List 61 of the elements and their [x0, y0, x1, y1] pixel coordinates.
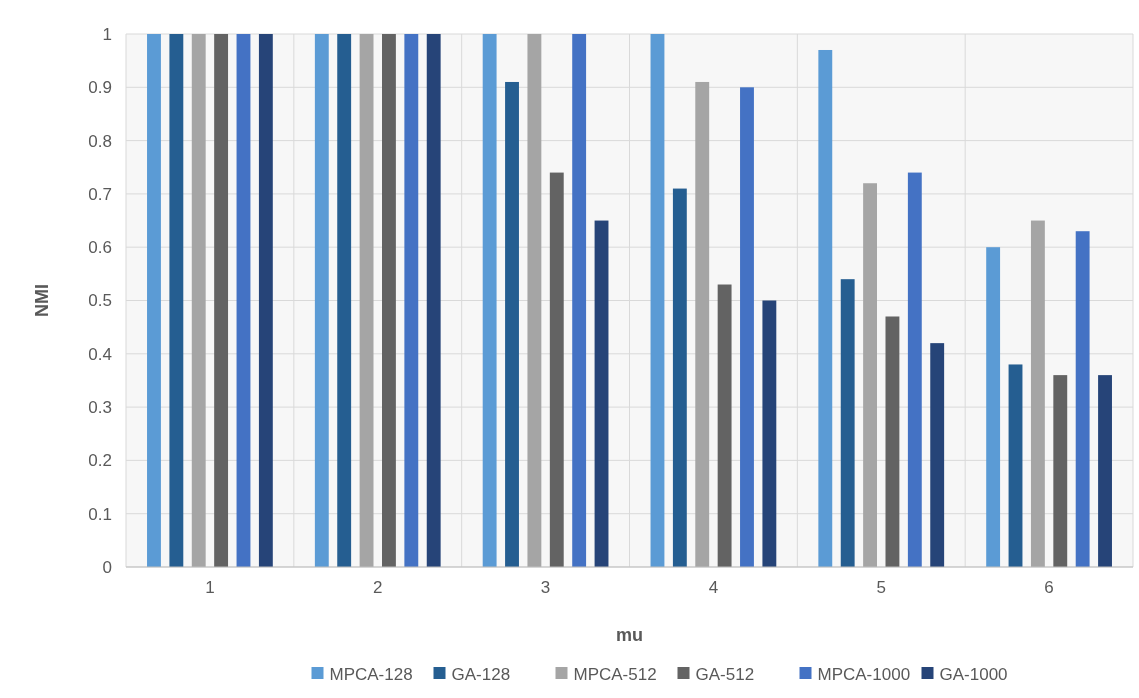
bar — [359, 34, 374, 567]
bar — [1075, 231, 1090, 567]
bar — [549, 172, 564, 567]
bar — [482, 34, 497, 567]
bar — [337, 34, 352, 567]
y-tick-label: 0.2 — [88, 451, 112, 471]
bar — [1008, 364, 1023, 567]
x-tick-label: 3 — [540, 578, 551, 597]
x-tick-label: 6 — [1044, 578, 1054, 597]
x-tick-label: 4 — [708, 578, 719, 597]
bar — [147, 34, 161, 567]
bar — [863, 183, 877, 567]
bar — [191, 34, 206, 567]
bar — [214, 34, 229, 567]
y-tick-label: 0 — [102, 557, 112, 577]
bar — [572, 34, 587, 567]
y-tick-label: 0.1 — [88, 504, 112, 524]
y-tick-label: 0.3 — [88, 398, 112, 418]
bar — [527, 34, 542, 567]
y-axis-title: NMI — [32, 284, 52, 317]
x-axis-title: mu — [616, 625, 643, 645]
bar — [885, 316, 900, 567]
bar — [236, 34, 251, 567]
bar — [505, 81, 519, 567]
bar — [986, 247, 1001, 567]
y-tick-label: 0.4 — [88, 344, 112, 364]
bar — [426, 34, 441, 567]
legend-label: GA-512 — [695, 664, 755, 684]
y-tick-label: 0.6 — [88, 238, 112, 258]
bar — [169, 34, 184, 567]
y-tick-label: 1 — [102, 24, 112, 44]
legend-label: MPCA-128 — [329, 664, 413, 684]
bar — [762, 300, 777, 567]
bar — [382, 34, 396, 567]
y-tick-label: 0.7 — [88, 184, 112, 204]
bar — [818, 49, 833, 567]
bar — [695, 81, 710, 567]
x-tick-label: 5 — [876, 578, 886, 597]
bar — [840, 279, 855, 567]
bar — [314, 34, 329, 567]
y-tick-label: 0.9 — [88, 78, 112, 98]
x-tick-label: 2 — [373, 578, 383, 597]
bar — [594, 220, 609, 567]
y-tick-label: 0.8 — [88, 131, 112, 151]
legend-label: MPCA-512 — [573, 664, 657, 684]
legend-label: GA-1000 — [939, 664, 1008, 684]
bar — [258, 34, 273, 567]
bar — [672, 188, 687, 567]
bar — [740, 87, 754, 567]
bar — [1030, 220, 1045, 567]
y-tick-label: 0.5 — [88, 291, 112, 311]
bar — [404, 34, 419, 567]
bar — [1098, 375, 1112, 567]
bar — [930, 343, 945, 567]
legend-label: GA-128 — [451, 664, 511, 684]
bar — [1053, 375, 1068, 567]
bar — [650, 34, 665, 567]
legend-label: MPCA-1000 — [817, 664, 911, 684]
bar — [717, 284, 732, 567]
bar — [907, 172, 922, 567]
x-tick-label: 1 — [205, 578, 215, 597]
